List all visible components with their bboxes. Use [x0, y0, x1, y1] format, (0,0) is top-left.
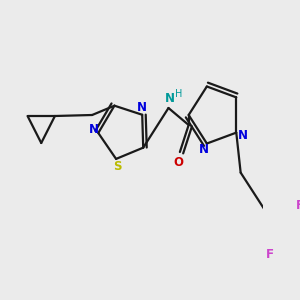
Text: N: N: [238, 129, 248, 142]
Text: H: H: [175, 89, 183, 99]
Text: N: N: [199, 143, 209, 156]
Text: N: N: [137, 101, 147, 114]
Text: F: F: [266, 248, 274, 261]
Text: N: N: [89, 124, 99, 136]
Text: N: N: [165, 92, 175, 106]
Text: S: S: [114, 160, 122, 173]
Text: F: F: [296, 199, 300, 212]
Text: O: O: [173, 155, 183, 169]
